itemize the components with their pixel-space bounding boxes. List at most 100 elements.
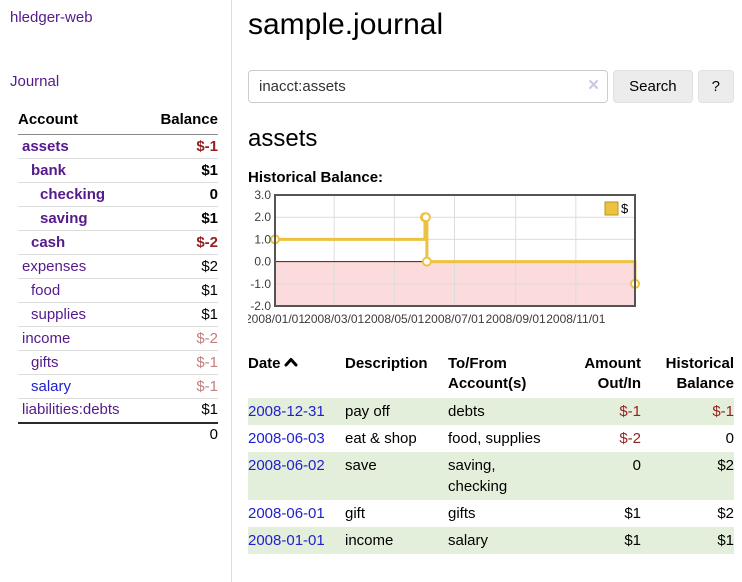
transaction-date-link[interactable]: 2008-01-01 <box>248 532 325 549</box>
account-balance: $2 <box>145 254 218 279</box>
transaction-balance: $2 <box>717 457 734 474</box>
account-row: assets $-1 <box>18 134 218 159</box>
accounts-total-balance: 0 <box>145 421 218 445</box>
account-row: checking 0 <box>18 182 218 207</box>
transaction-accounts: gifts <box>448 505 476 522</box>
chart-data-point <box>421 256 432 267</box>
transaction-balance: $2 <box>717 505 734 522</box>
account-link[interactable]: supplies <box>31 305 87 323</box>
sidebar: hledger-web Journal Account Balance asse… <box>0 0 232 582</box>
transactions-header-row: Date Description To/From Account(s) Amou… <box>248 352 734 398</box>
account-link[interactable]: assets <box>22 137 69 155</box>
app-title-link[interactable]: hledger-web <box>10 9 93 26</box>
account-balance: 0 <box>145 182 218 207</box>
account-link[interactable]: bank <box>31 161 67 179</box>
transaction-row: 2008-06-03 eat & shop food, supplies $-2 0 <box>248 425 734 452</box>
account-link[interactable]: cash <box>31 233 66 251</box>
search-form: × Search ? <box>248 70 734 103</box>
chart-xtick-label: 2008/01/01 <box>248 312 305 326</box>
account-balance: $-1 <box>145 350 218 375</box>
transaction-description: eat & shop <box>345 430 417 447</box>
transaction-amount: $-2 <box>619 430 641 447</box>
header-amount: Amount Out/In <box>584 355 641 392</box>
transaction-amount: 0 <box>632 457 641 474</box>
account-balance: $-2 <box>145 230 218 255</box>
accounts-header-account: Account <box>18 106 146 135</box>
chart-xtick-label: 2008/03/01 <box>304 312 364 326</box>
chart-ytick-label: 2.0 <box>254 210 271 224</box>
chart-xtick-label: 2008/05/01 <box>364 312 424 326</box>
transaction-date-link[interactable]: 2008-06-01 <box>248 505 325 522</box>
account-balance: $1 <box>145 158 218 183</box>
transaction-description: gift <box>345 505 366 522</box>
account-link[interactable]: saving <box>40 209 88 227</box>
chart-border <box>274 194 636 307</box>
search-input[interactable] <box>248 70 609 103</box>
account-row: liabilities:debts $1 <box>18 398 218 423</box>
search-button[interactable]: Search <box>613 70 693 103</box>
chart-ytick-label: -2.0 <box>250 299 271 313</box>
chart-ytick-label: 1.0 <box>254 232 271 246</box>
account-row: gifts $-1 <box>18 350 218 375</box>
transaction-accounts: saving, checking <box>448 457 508 495</box>
account-balance: $1 <box>145 206 218 231</box>
account-row: bank $1 <box>18 158 218 183</box>
account-link[interactable]: liabilities:debts <box>22 401 120 419</box>
chart-legend-label: $ <box>621 201 629 216</box>
transaction-balance: 0 <box>725 430 734 447</box>
historical-balance-chart: 3.0 2.0 1.0 0.0 -1.0 -2.0 2008/01/01 2008/03/01… <box>245 188 734 336</box>
transaction-balance: $1 <box>717 532 734 549</box>
clear-search-icon[interactable]: × <box>588 75 600 96</box>
account-balance: $1 <box>145 302 218 327</box>
help-button[interactable]: ? <box>697 70 734 103</box>
transaction-row: 2008-01-01 income salary $1 $1 <box>248 527 734 554</box>
account-link[interactable]: income <box>22 329 71 347</box>
account-link[interactable]: expenses <box>22 257 87 275</box>
transaction-balance: $-1 <box>712 403 734 420</box>
transaction-accounts: salary <box>448 532 489 549</box>
account-balance: $1 <box>145 398 218 423</box>
page-title: sample.journal <box>248 8 444 41</box>
accounts-total-row: 0 <box>18 421 218 445</box>
account-row: saving $1 <box>18 206 218 231</box>
account-row: cash $-2 <box>18 230 218 255</box>
account-balance: $-1 <box>145 134 218 159</box>
header-date[interactable]: Date <box>248 352 345 398</box>
chart-ytick-label: 3.0 <box>254 190 271 202</box>
account-row: salary $-1 <box>18 374 218 399</box>
account-link[interactable]: salary <box>31 377 72 395</box>
transaction-description: income <box>345 532 394 549</box>
header-accounts: To/From Account(s) <box>448 355 527 392</box>
chart-title: Historical Balance: <box>248 169 384 186</box>
transaction-row: 2008-06-02 save saving, checking 0 $2 <box>248 452 734 500</box>
transaction-date-link[interactable]: 2008-06-03 <box>248 430 325 447</box>
transaction-row: 2008-12-31 pay off debts $-1 $-1 <box>248 398 734 425</box>
account-link[interactable]: food <box>31 281 61 299</box>
chart-xtick-label: 2008/11/01 <box>546 312 605 326</box>
chart-xtick-label: 2008/09/01 <box>486 312 546 326</box>
account-row: expenses $2 <box>18 254 218 279</box>
account-row: supplies $1 <box>18 302 218 327</box>
account-heading: assets <box>248 125 318 152</box>
account-balance: $-1 <box>145 374 218 399</box>
accounts-header-row: Account Balance <box>18 106 218 135</box>
transaction-description: save <box>345 457 377 474</box>
chart-ytick-label: 0.0 <box>254 255 271 269</box>
transaction-date-link[interactable]: 2008-12-31 <box>248 403 325 420</box>
transactions-table: Date Description To/From Account(s) Amou… <box>248 352 734 554</box>
transaction-accounts: debts <box>448 403 485 420</box>
transaction-date-link[interactable]: 2008-06-02 <box>248 457 325 474</box>
header-balance: Historical Balance <box>665 355 734 392</box>
account-link[interactable]: checking <box>40 185 106 203</box>
transaction-description: pay off <box>345 403 390 420</box>
account-balance: $-2 <box>145 326 218 351</box>
account-link[interactable]: gifts <box>31 353 59 371</box>
transaction-amount: $-1 <box>619 403 641 420</box>
accounts-total-spacer <box>18 421 146 445</box>
transaction-accounts: food, supplies <box>448 430 541 447</box>
main-content: sample.journal × Search ? assets Histori… <box>245 0 734 554</box>
account-row: income $-2 <box>18 326 218 351</box>
transaction-row: 2008-06-01 gift gifts $1 $2 <box>248 500 734 527</box>
journal-link[interactable]: Journal <box>10 73 60 90</box>
